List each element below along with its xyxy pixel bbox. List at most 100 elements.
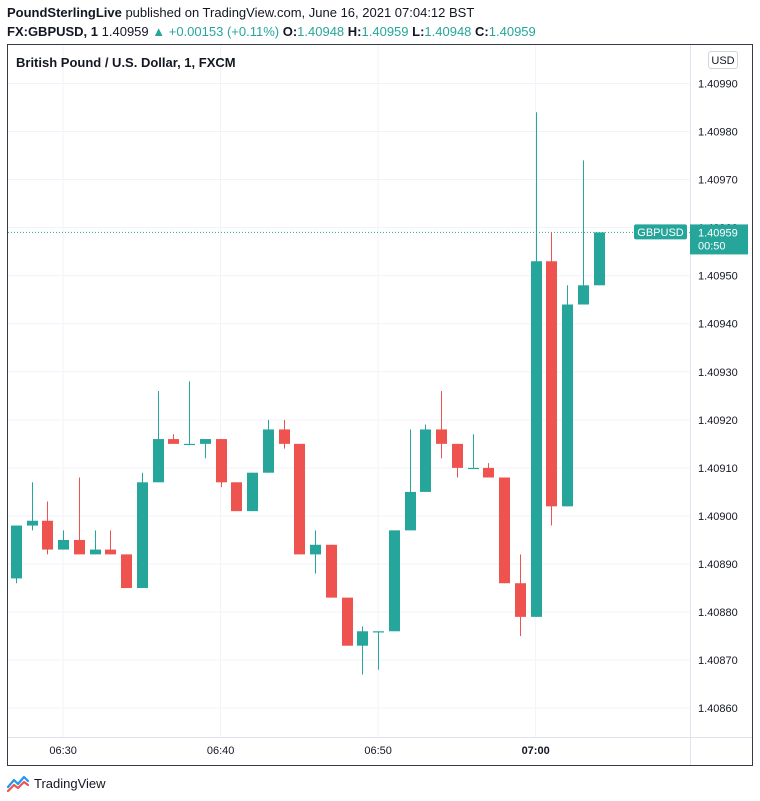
price-tick-label: 1.40970 (698, 175, 738, 187)
candle[interactable] (263, 419, 274, 473)
candle-body (294, 443, 305, 555)
candle-body (436, 429, 447, 444)
candle-body (342, 597, 353, 646)
candle[interactable] (74, 477, 85, 555)
low-value: 1.40948 (424, 24, 472, 39)
candle[interactable] (389, 530, 400, 632)
candle-body (326, 544, 337, 598)
candle[interactable] (247, 472, 258, 512)
candle-body (279, 429, 290, 444)
candle[interactable] (578, 160, 589, 305)
time-tick-label: 06:40 (207, 745, 235, 757)
time-axis[interactable]: 06:30 06:40 06:50 07:00 (49, 745, 549, 757)
candle-body (42, 520, 53, 550)
candle-body (373, 631, 384, 633)
current-price-value: 1.40959 (698, 227, 738, 239)
candle[interactable] (200, 439, 211, 459)
candle-body (420, 429, 431, 492)
candle-body (389, 530, 400, 632)
candle[interactable] (562, 285, 573, 507)
chart-title: British Pound / U.S. Dollar, 1, FXCM (16, 55, 236, 70)
candle[interactable] (515, 554, 526, 637)
candle-body (168, 439, 179, 444)
candle-body (27, 520, 38, 526)
candle-body (11, 525, 22, 579)
candle-body (105, 549, 116, 555)
published-text: published on TradingView.com, June 16, 2… (121, 5, 475, 20)
price-tick-label: 1.40980 (698, 127, 738, 139)
candle[interactable] (483, 463, 494, 478)
candle[interactable] (11, 525, 22, 584)
candle[interactable] (326, 544, 337, 598)
time-tick-label: 06:30 (49, 745, 77, 757)
candle-body (121, 554, 132, 589)
candle[interactable] (594, 232, 605, 286)
open-label: O: (282, 24, 298, 39)
candle-body (452, 443, 463, 468)
price-tick-label: 1.40910 (698, 463, 738, 475)
currency-button[interactable]: USD (708, 51, 738, 69)
candle[interactable] (42, 501, 53, 555)
price-tick-label: 1.40920 (698, 415, 738, 427)
bar-countdown: 00:50 (698, 240, 726, 252)
candle-body (531, 261, 542, 617)
close-value: 1.40959 (488, 24, 536, 39)
candle-body (499, 477, 510, 584)
price-tick-label: 1.40870 (698, 655, 738, 667)
candle[interactable] (184, 381, 195, 446)
candle[interactable] (357, 626, 368, 675)
candle[interactable] (468, 434, 479, 470)
candle[interactable] (373, 631, 384, 670)
candle-body (247, 472, 258, 512)
candle[interactable] (531, 112, 542, 617)
candle[interactable] (27, 482, 38, 531)
candle-body (231, 482, 242, 512)
candle-layer (11, 112, 605, 675)
close-label: C: (475, 24, 489, 39)
candle[interactable] (105, 530, 116, 555)
candle-body (200, 439, 211, 444)
symbol-tag-label: GBPUSD (637, 227, 684, 239)
price-axis[interactable]: 1.40860 1.40870 1.40880 1.40890 1.40900 1.409… (698, 78, 738, 715)
time-tick-label: 06:50 (364, 745, 392, 757)
ohlc-line: FX:GBPUSD, 1 1.40959 ▲ +0.00153 (+0.11%)… (7, 22, 753, 41)
candle[interactable] (294, 443, 305, 555)
candle[interactable] (137, 472, 148, 589)
candle[interactable] (405, 429, 416, 531)
time-tick-label: 07:00 (522, 745, 550, 757)
footer-brand[interactable]: TradingView (34, 775, 106, 791)
chart-frame[interactable]: 1.40860 1.40870 1.40880 1.40890 1.40900 1.409… (7, 44, 753, 766)
price-tick-label: 1.40950 (698, 271, 738, 283)
candle[interactable] (121, 554, 132, 589)
footer: TradingView (7, 771, 106, 795)
candle[interactable] (310, 530, 321, 574)
candle[interactable] (452, 443, 463, 478)
candle-body (310, 544, 321, 555)
candle[interactable] (436, 391, 447, 459)
candle[interactable] (499, 477, 510, 584)
candle-body (90, 549, 101, 555)
candle-body (216, 439, 227, 483)
candle[interactable] (90, 530, 101, 555)
candle[interactable] (342, 597, 353, 646)
symbol-interval: FX:GBPUSD, 1 (7, 24, 99, 39)
price-tick-label: 1.40860 (698, 703, 738, 715)
candle[interactable] (216, 439, 227, 488)
price-tick-label: 1.40930 (698, 367, 738, 379)
tradingview-logo-icon[interactable] (7, 772, 29, 794)
open-value: 1.40948 (297, 24, 345, 39)
candle-body (483, 467, 494, 478)
candle-body (405, 491, 416, 531)
publisher-name[interactable]: PoundSterlingLive (7, 5, 122, 20)
price-tick-label: 1.40940 (698, 319, 738, 331)
candle[interactable] (420, 424, 431, 492)
candle-body (562, 304, 573, 507)
candle[interactable] (58, 530, 69, 550)
candle[interactable] (279, 419, 290, 449)
candle-body (594, 232, 605, 286)
candle[interactable] (546, 232, 557, 526)
candle[interactable] (153, 391, 164, 483)
candlestick-chart[interactable]: 1.40860 1.40870 1.40880 1.40890 1.40900 1.409… (8, 45, 752, 765)
candle[interactable] (231, 482, 242, 512)
candle[interactable] (168, 434, 179, 444)
